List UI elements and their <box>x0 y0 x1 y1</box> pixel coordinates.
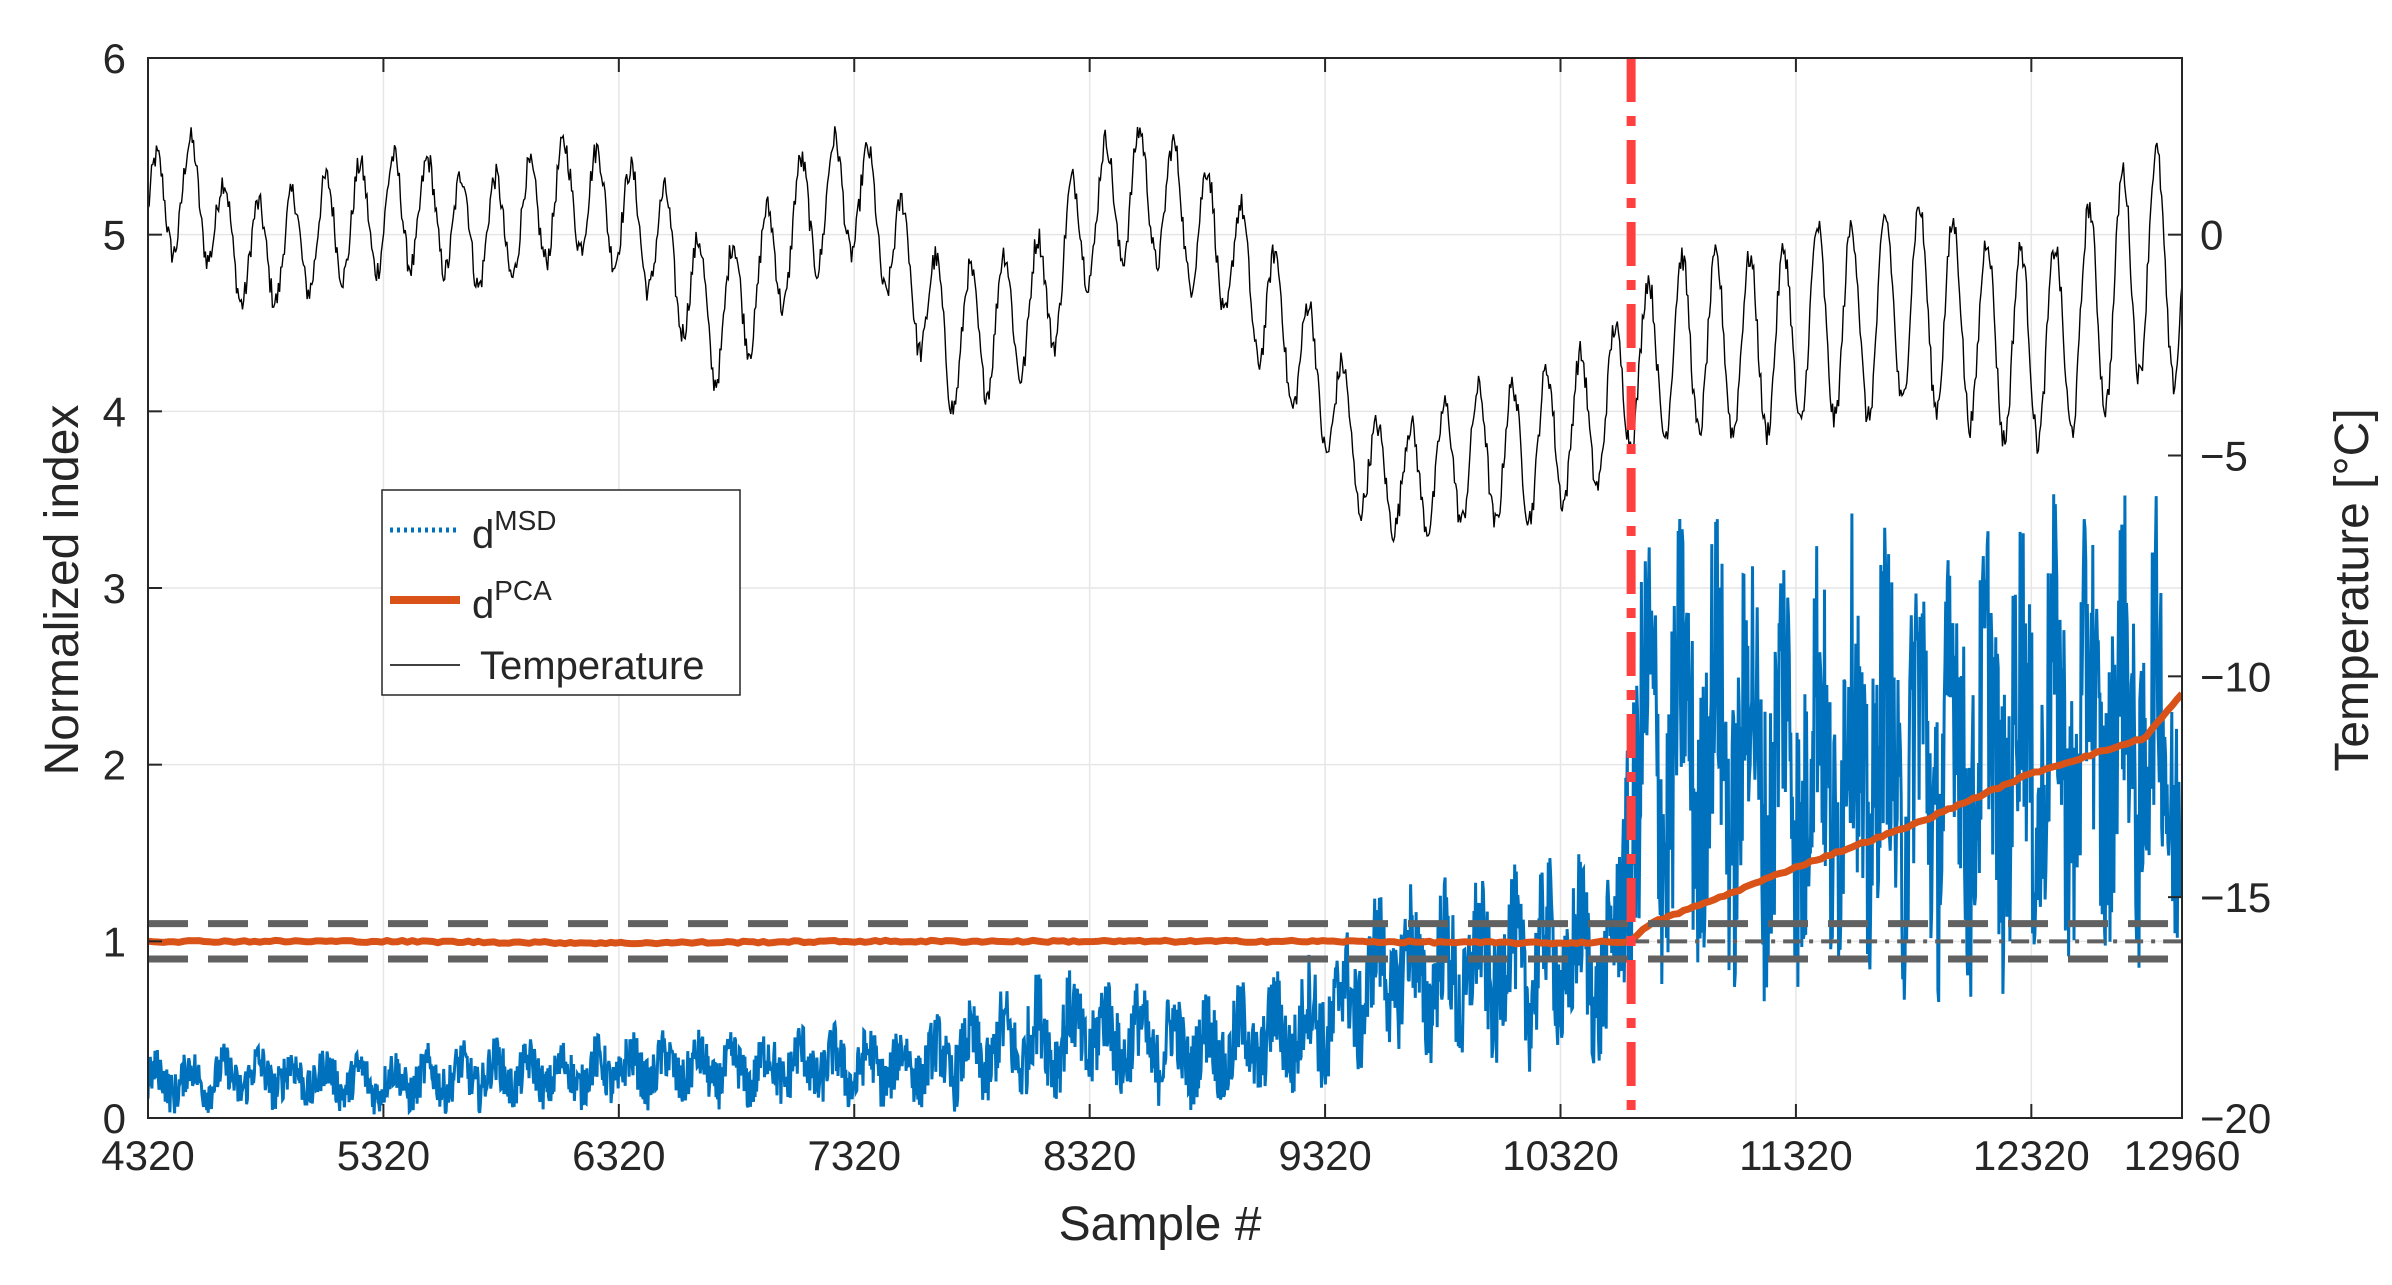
left-axis-title: Normalized index <box>36 405 89 776</box>
y-left-tick-label: 0 <box>103 1095 126 1142</box>
d-msd-line <box>148 494 2182 1116</box>
y-left-tick-label: 4 <box>103 388 126 435</box>
legend: dMSD dPCA Temperature <box>381 489 741 696</box>
x-tick-label: 12320 <box>1973 1132 2090 1179</box>
d-pca-line <box>148 691 2182 948</box>
y-right-tick-label: −15 <box>2200 874 2271 921</box>
x-tick-label: 11320 <box>1739 1132 1853 1179</box>
legend-label-d-msd-base: d <box>472 513 494 557</box>
legend-label-d-msd-sup: MSD <box>494 505 556 536</box>
x-axis-title: Sample # <box>1059 1198 1262 1251</box>
plot-area <box>148 58 2182 1118</box>
legend-label-temperature: Temperature <box>480 644 705 688</box>
y-left-tick-label: 1 <box>103 918 126 965</box>
x-tick-label: 12960 <box>2124 1132 2241 1179</box>
axes: 4320 5320 6320 7320 8320 9320 10320 11320 12320 1… <box>101 35 2271 1179</box>
legend-label-d-pca-base: d <box>472 583 494 627</box>
x-tick-label: 9320 <box>1278 1132 1371 1179</box>
legend-label-d-msd: dMSD <box>472 505 556 557</box>
x-tick-label: 8320 <box>1043 1132 1136 1179</box>
y-left-tick-label: 3 <box>103 565 126 612</box>
legend-label-d-pca: dPCA <box>472 575 552 627</box>
y-right-tick-label: −20 <box>2200 1095 2271 1142</box>
y-left-tick-label: 5 <box>103 212 126 259</box>
x-tick-label: 4320 <box>101 1132 194 1179</box>
y-left-tick-label: 2 <box>103 742 126 789</box>
right-axis-title: Temperature [°C] <box>2326 408 2379 771</box>
legend-label-d-pca-sup: PCA <box>494 575 552 606</box>
y-left-tick-label: 6 <box>103 35 126 82</box>
legend-box <box>381 489 741 696</box>
y-right-tick-label: −10 <box>2200 653 2271 700</box>
y-right-tick-label: 0 <box>2200 212 2223 259</box>
x-tick-label: 6320 <box>572 1132 665 1179</box>
x-tick-label: 7320 <box>808 1132 901 1179</box>
x-tick-label: 5320 <box>337 1132 430 1179</box>
x-tick-label: 10320 <box>1502 1132 1619 1179</box>
y-right-tick-label: −5 <box>2200 433 2248 480</box>
temperature-line <box>148 126 2182 544</box>
